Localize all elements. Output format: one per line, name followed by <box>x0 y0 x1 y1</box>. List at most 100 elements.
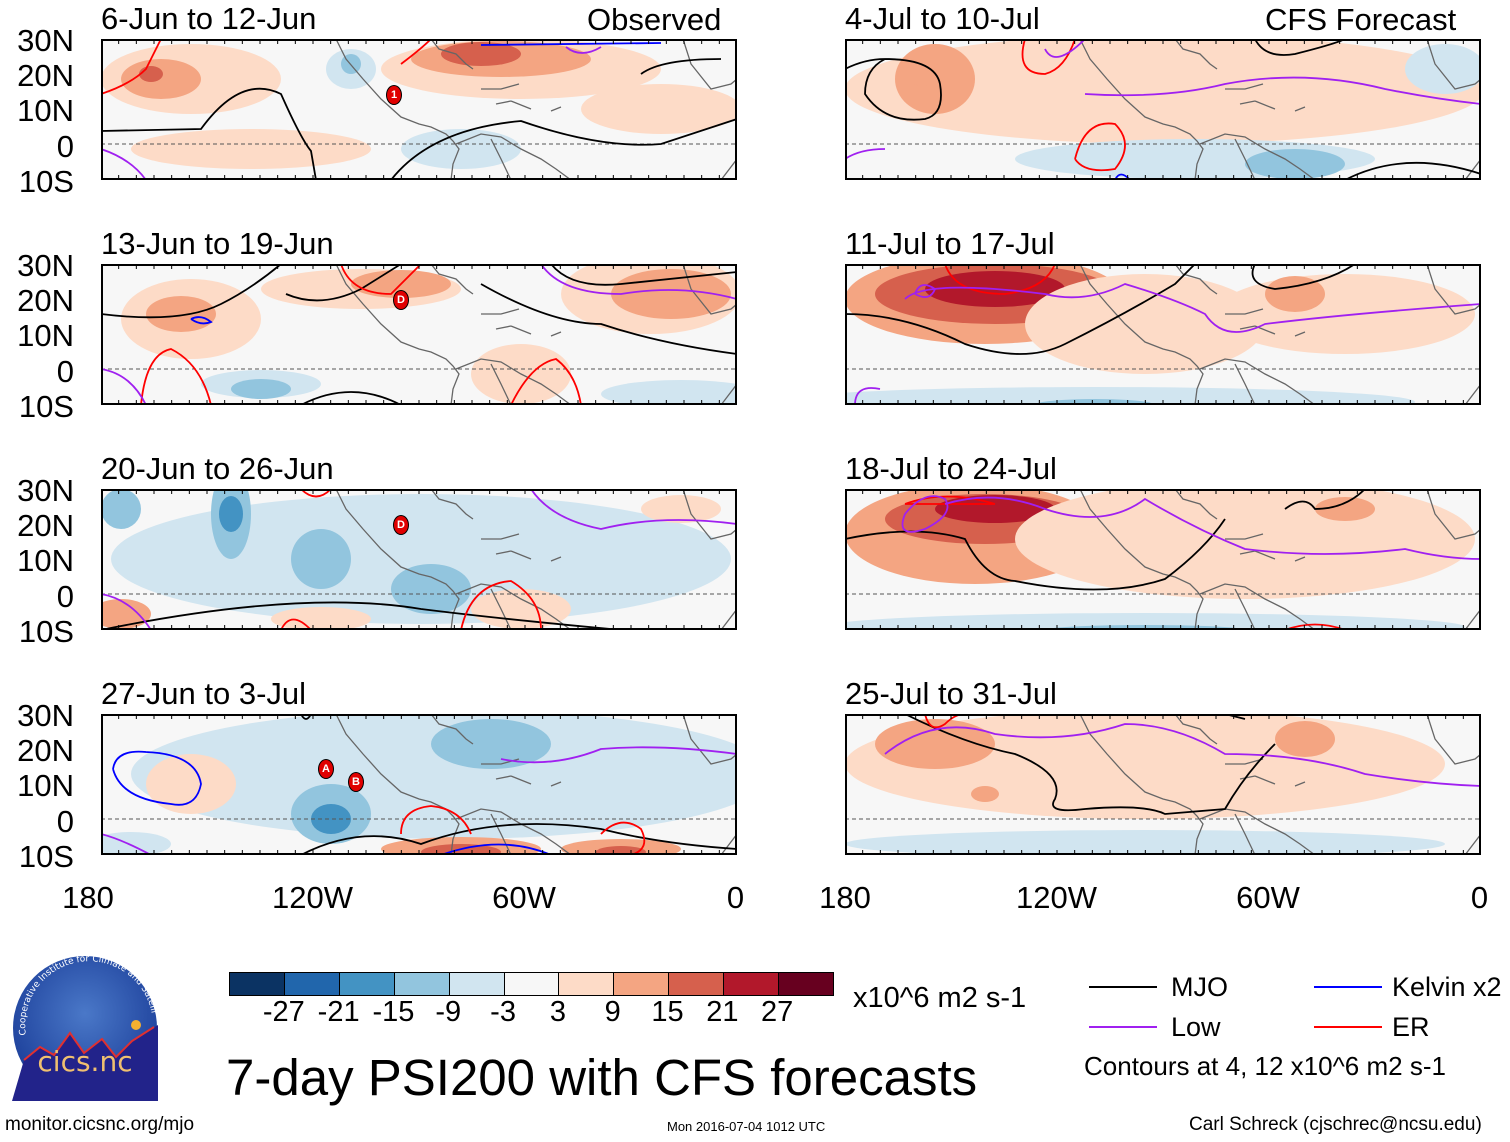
contour-line <box>190 316 213 325</box>
anomaly-shading <box>845 830 1445 855</box>
coastline <box>1079 39 1481 180</box>
colorbar-tick-label: 21 <box>706 996 739 1028</box>
colorbar-swatch <box>394 973 450 995</box>
storm-marker: 1 <box>386 85 402 105</box>
colorbar-tick-label: -3 <box>490 996 516 1028</box>
cics-logo: cics.nc Cooperative Institute for Climat… <box>12 955 158 1101</box>
colorbar-swatch <box>449 973 505 995</box>
legend-mjo-line <box>1089 986 1157 988</box>
contour-line <box>845 489 1366 591</box>
contour-line <box>101 833 152 855</box>
footer-url[interactable]: monitor.cicsnc.org/mjo <box>5 1114 195 1135</box>
panel-title: 27-Jun to 3-Jul <box>101 676 307 711</box>
legend-kelvin-line <box>1314 986 1382 988</box>
anomaly-shading <box>845 387 1415 405</box>
coastline <box>335 489 737 630</box>
anomaly-shading <box>101 489 141 529</box>
footer-author: Carl Schreck (cjschrec@ncsu.edu) <box>1189 1114 1482 1135</box>
map-panel-observed-2 <box>101 264 737 405</box>
colorbar-swatch <box>284 973 340 995</box>
lat-tick-label: 20N <box>17 58 74 94</box>
lon-tick-label: 60W <box>492 880 556 915</box>
anomaly-shading <box>431 719 551 769</box>
anomaly-shading <box>311 804 351 834</box>
anomaly-shading <box>121 59 201 99</box>
anomaly-shading <box>391 564 471 614</box>
contour-line <box>440 843 552 855</box>
contour-line <box>285 264 402 302</box>
storm-marker: A <box>318 759 334 779</box>
contour-line <box>540 264 737 300</box>
footer-timestamp: Mon 2016-07-04 1012 UTC <box>667 1119 826 1134</box>
anomaly-shading <box>271 607 371 630</box>
colorbar-tick-label: -15 <box>372 996 415 1028</box>
contour-line <box>530 489 737 530</box>
anomaly-shading <box>1265 276 1325 312</box>
map-panel-observed-4 <box>101 714 737 855</box>
anomaly-shading <box>596 846 646 855</box>
contour-line <box>340 264 422 295</box>
lat-tick-label: 30N <box>17 698 74 733</box>
lat-tick-label: 0 <box>56 578 74 614</box>
contour-line <box>280 618 312 630</box>
anomaly-shading <box>1315 497 1375 521</box>
svg-text:cics.nc: cics.nc <box>37 1045 132 1078</box>
contour-line <box>500 746 737 764</box>
colorbar <box>229 972 834 996</box>
lon-tick-label: 60W <box>1236 880 1300 915</box>
panel-title: 25-Jul to 31-Jul <box>845 676 1057 711</box>
contour-line <box>854 387 881 405</box>
lat-tick-label: 10S <box>18 613 74 649</box>
panel-title: 20-Jun to 26-Jun <box>101 451 334 486</box>
contour-line <box>101 368 147 405</box>
contour-line <box>101 87 317 180</box>
contour-line <box>101 264 282 319</box>
anomaly-shading <box>1405 44 1481 94</box>
colorbar-tick-label: -21 <box>317 996 360 1028</box>
contour-line <box>845 58 942 121</box>
forecast-label: CFS Forecast <box>1265 2 1457 37</box>
contour-line <box>565 46 602 54</box>
anomaly-shading <box>1275 721 1335 757</box>
anomaly-shading <box>146 754 236 814</box>
anomaly-shading <box>291 529 351 589</box>
anomaly-shading <box>219 496 243 532</box>
contour-line <box>1251 264 1356 290</box>
colorbar-swatch <box>559 973 615 995</box>
lat-tick-label: 20N <box>17 508 74 544</box>
lon-tick-label: 120W <box>1016 880 1097 915</box>
contour-line <box>460 580 542 630</box>
lat-tick-label: 0 <box>56 803 74 839</box>
anomaly-shading <box>441 42 521 66</box>
contour-line <box>101 593 152 630</box>
contour-line <box>1254 39 1346 56</box>
map-panel-observed-1 <box>101 39 737 180</box>
contour-line <box>1344 161 1481 180</box>
lat-tick-label: 10N <box>17 93 74 129</box>
contour-line <box>1074 122 1126 172</box>
anomaly-shading <box>905 62 945 86</box>
panel-title: 4-Jul to 10-Jul <box>845 1 1040 36</box>
panel-title: 6-Jun to 12-Jun <box>101 1 317 36</box>
contour-line <box>300 823 737 855</box>
contour-line <box>640 58 722 75</box>
legend-er-line <box>1314 1026 1382 1028</box>
anomaly-shading <box>601 380 737 405</box>
contour-line <box>1084 76 1481 105</box>
contour-line <box>140 348 212 405</box>
colorbar-swatch <box>669 973 725 995</box>
colorbar-swatch <box>339 973 395 995</box>
lat-tick-label: 10S <box>18 838 74 874</box>
coastline <box>1079 714 1481 855</box>
contour-line <box>944 264 1056 295</box>
anomaly-shading <box>231 379 291 399</box>
panel-title: 13-Jun to 19-Jun <box>101 226 334 261</box>
colorbar-tick-label: 9 <box>604 996 621 1028</box>
colorbar-tick-label: 27 <box>761 996 794 1028</box>
lon-tick-label: 180 <box>62 880 114 915</box>
contour-line <box>400 805 646 855</box>
colorbar-tick-label: -9 <box>435 996 462 1028</box>
units-label: x10^6 m2 s-1 <box>853 982 1027 1014</box>
lat-tick-label: 0 <box>56 353 74 389</box>
